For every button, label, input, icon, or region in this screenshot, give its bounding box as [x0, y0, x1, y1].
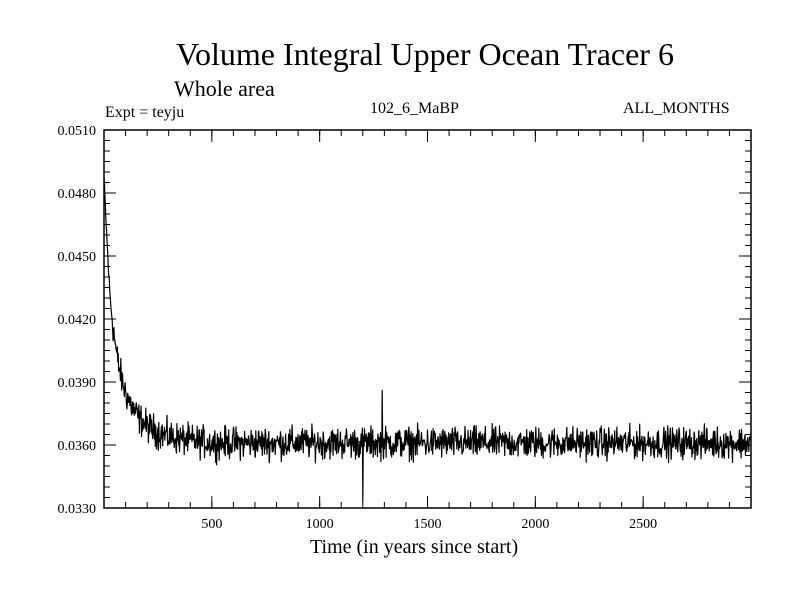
period-label: ALL_MONTHS: [623, 100, 730, 117]
y-tick-label: 0.0510: [58, 124, 97, 139]
experiment-label: Expt = teyju: [105, 104, 185, 121]
x-tick-label: 1000: [306, 517, 334, 532]
y-tick-label: 0.0330: [58, 502, 97, 517]
y-tick-label: 0.0390: [58, 376, 97, 391]
x-tick-label: 500: [201, 517, 222, 532]
chart-subtitle: Whole area: [174, 76, 275, 101]
y-tick-label: 0.0420: [58, 313, 97, 328]
y-tick-label: 0.0480: [58, 187, 97, 202]
y-tick-label: 0.0360: [58, 439, 97, 454]
x-axis-label: Time (in years since start): [310, 536, 519, 558]
series-line: [103, 177, 752, 503]
x-tick-label: 2500: [629, 517, 657, 532]
chart-title: Volume Integral Upper Ocean Tracer 6: [176, 36, 674, 72]
x-tick-label: 1500: [414, 517, 442, 532]
x-tick-label: 2000: [521, 517, 549, 532]
run-label: 102_6_MaBP: [370, 100, 459, 117]
y-tick-label: 0.0450: [58, 250, 97, 265]
